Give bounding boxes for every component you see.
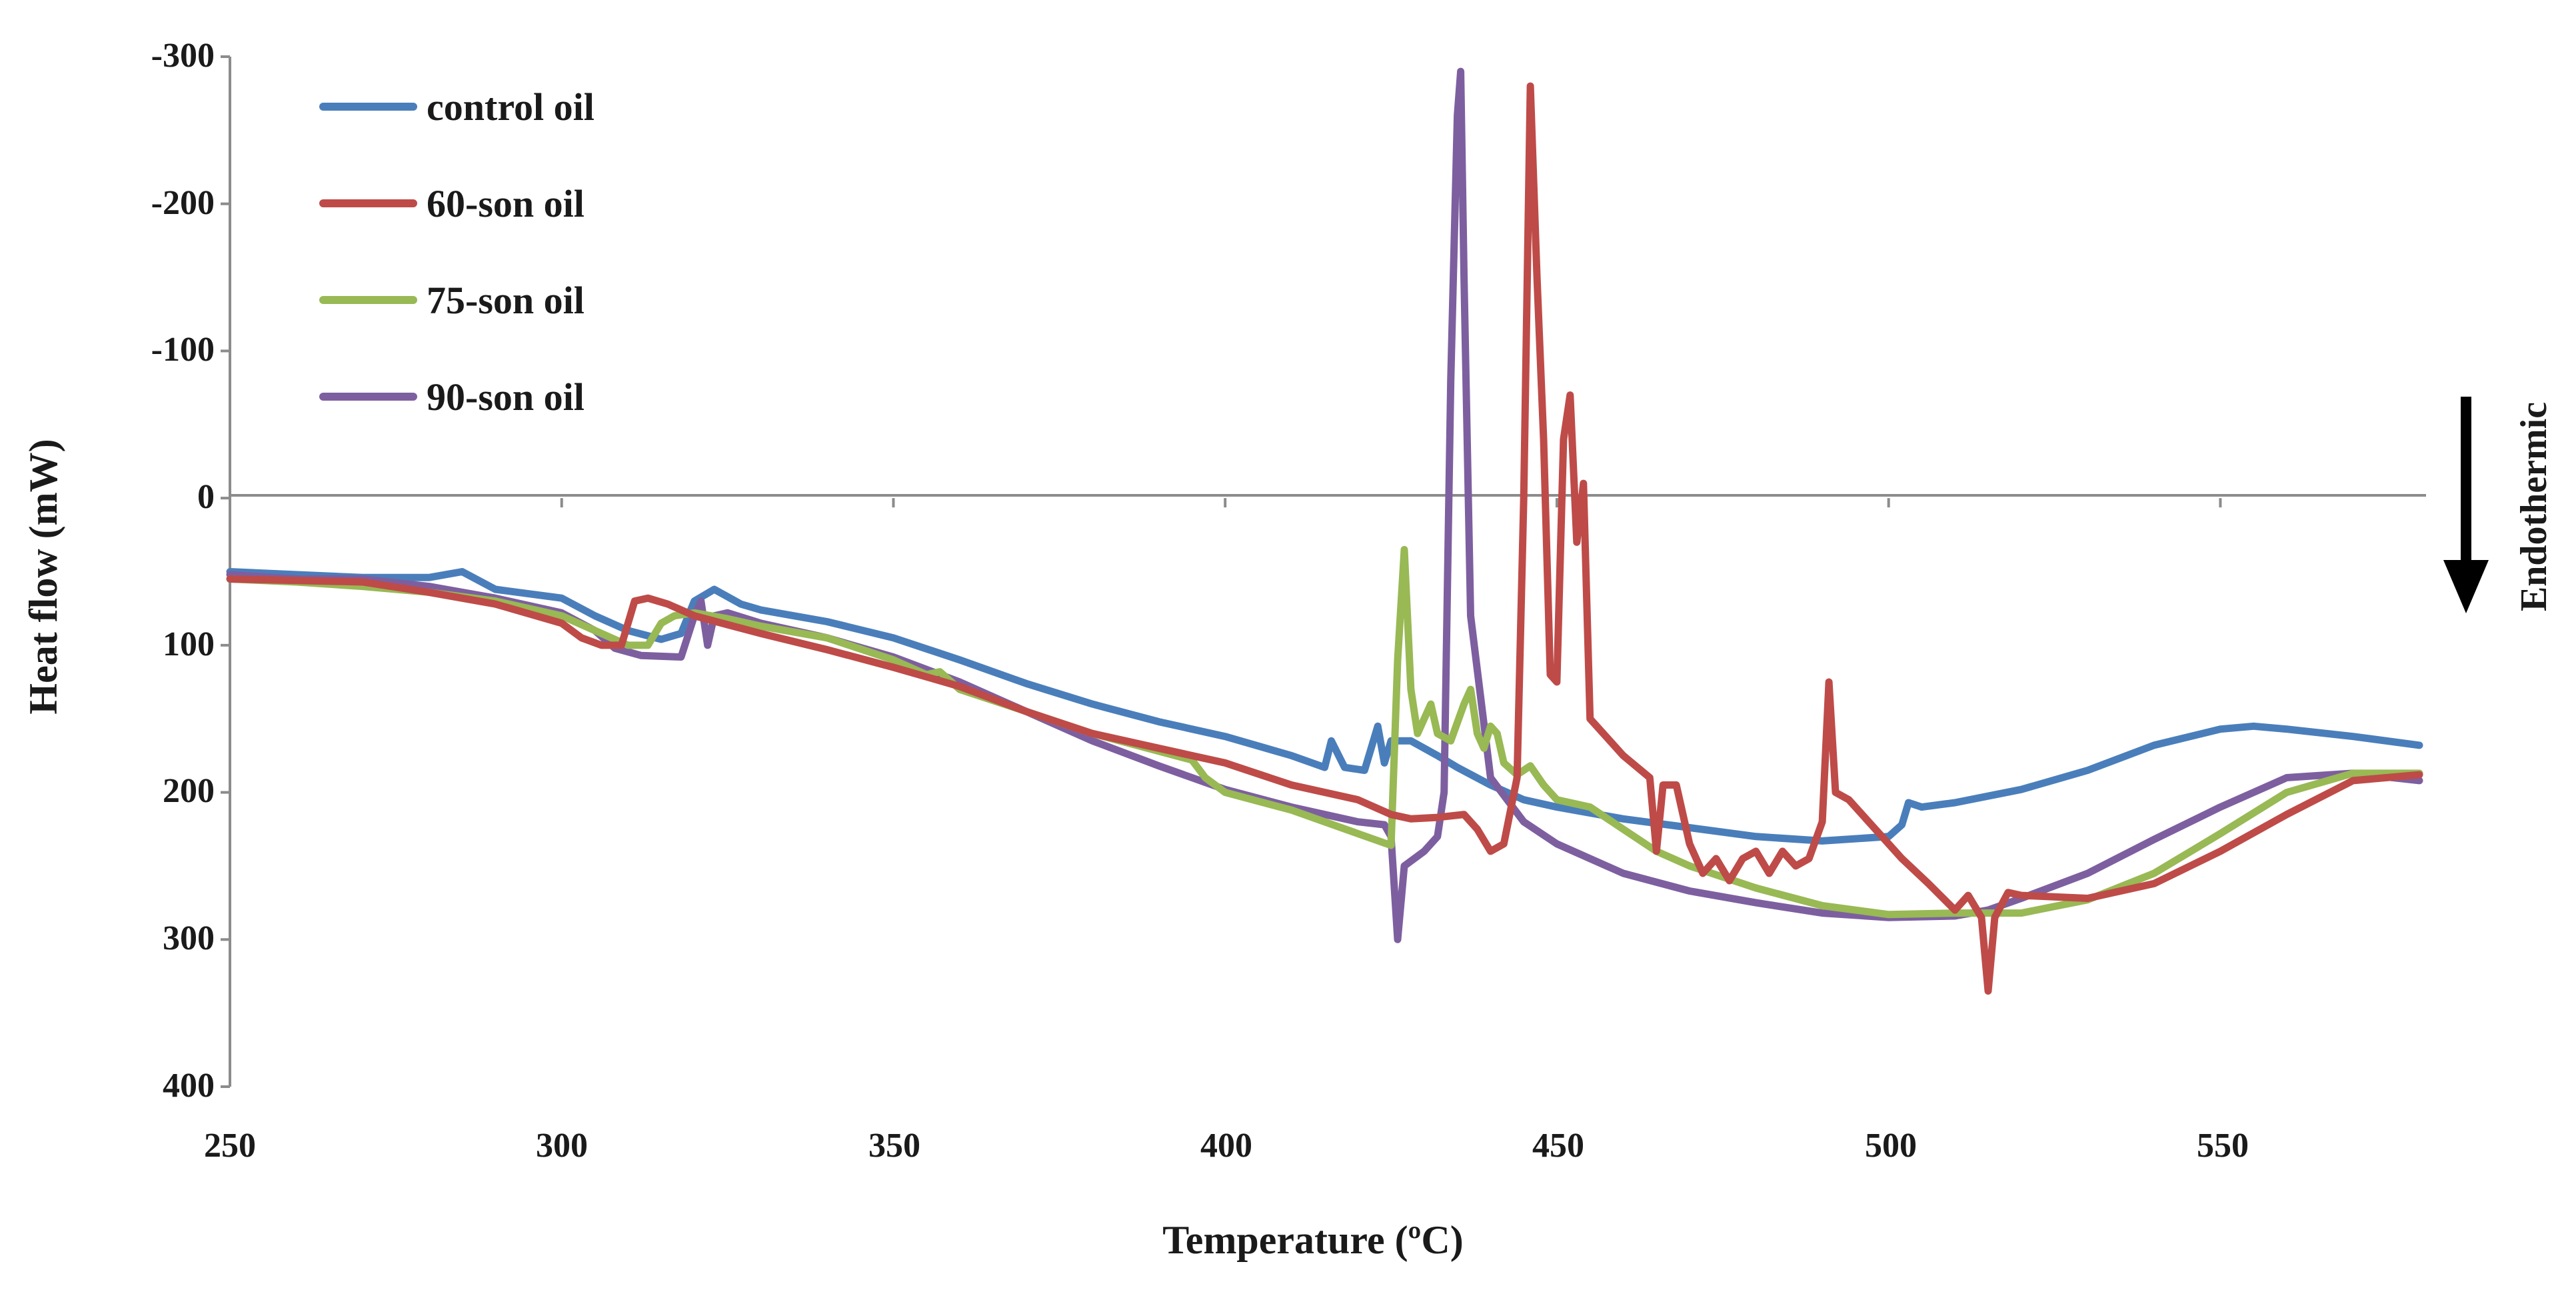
x-tick-label: 500 (1865, 1127, 1917, 1165)
x-tick-label: 350 (868, 1127, 920, 1165)
y-tick-label: 200 (163, 772, 215, 810)
y-tick-label: 0 (197, 478, 215, 516)
endothermic-annotation: Endothermic (2443, 397, 2555, 613)
y-tick-label: -100 (151, 331, 215, 369)
y-tick-label: 300 (163, 919, 215, 957)
y-axis-title: Heat flow (mW) (21, 439, 65, 714)
x-axis-title: Temperature (ºC) (1162, 1218, 1463, 1262)
series-group (226, 67, 2423, 995)
y-tick-label: 400 (163, 1067, 215, 1105)
y-tick-label: 100 (163, 625, 215, 663)
x-tick-label: 450 (1532, 1127, 1584, 1165)
y-tick-marks (221, 55, 230, 1088)
arrow-head-icon (2443, 560, 2489, 613)
x-tick-marks (229, 498, 2222, 508)
series-line-control-oil (226, 568, 2423, 845)
legend: control oil 60-son oil 75-son oil 90-son… (319, 85, 595, 419)
x-tick-label: 550 (2197, 1127, 2249, 1165)
x-tick-labels: 250 300 350 400 450 500 550 (204, 1127, 2249, 1165)
x-tick-label: 400 (1200, 1127, 1252, 1165)
legend-label-60-son-oil: 60-son oil (427, 182, 585, 225)
series-line-60-son-oil (226, 82, 2423, 995)
series-line-75-son-oil (226, 545, 2423, 919)
x-tick-label: 300 (536, 1127, 588, 1165)
y-tick-label: -300 (151, 37, 215, 75)
legend-label-90-son-oil: 90-son oil (427, 375, 585, 419)
y-tick-labels: -300 -200 -100 0 100 200 300 400 (151, 37, 215, 1105)
legend-label-control-oil: control oil (427, 85, 595, 129)
y-tick-label: -200 (151, 184, 215, 222)
legend-label-75-son-oil: 75-son oil (427, 279, 585, 322)
endothermic-label: Endothermic (2513, 402, 2555, 611)
x-tick-label: 250 (204, 1127, 256, 1165)
